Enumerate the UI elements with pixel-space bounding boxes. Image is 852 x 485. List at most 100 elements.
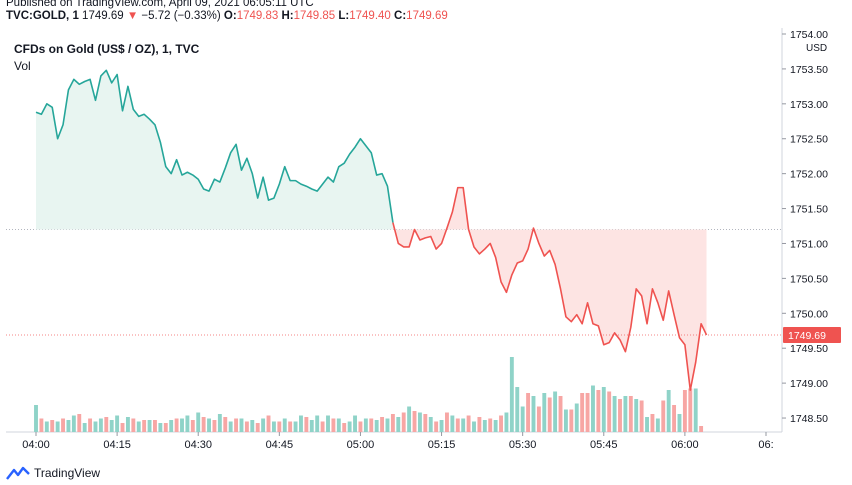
volume-bar — [591, 385, 595, 432]
volume-bar — [466, 415, 471, 432]
volume-bar — [223, 417, 228, 432]
high-label: H: — [281, 10, 294, 22]
volume-bar — [44, 421, 49, 432]
quote-bar: TVC:GOLD, 1 1749.69 ▼ −5.72 (−0.33%) O:1… — [6, 10, 448, 22]
volume-bar — [461, 418, 466, 432]
volume-bar — [596, 390, 601, 432]
series-title: CFDs on Gold (US$ / OZ), 1, TVC — [14, 42, 200, 56]
volume-bar — [61, 418, 65, 432]
volume-bar — [82, 423, 87, 432]
volume-bar — [417, 412, 422, 432]
volume-bar — [509, 357, 514, 432]
volume-bar — [336, 418, 341, 432]
volume-bar — [120, 423, 125, 432]
volume-bar — [39, 418, 44, 432]
volume-bar — [207, 418, 211, 432]
x-tick-label: 05:45 — [590, 439, 618, 451]
volume-bar — [98, 418, 103, 432]
y-tick-label: 1749.50 — [790, 343, 828, 355]
price-line-down — [392, 186, 708, 391]
volume-bar — [163, 423, 168, 432]
last-price: 1749.69 — [82, 10, 124, 22]
x-tick-label: 05:15 — [428, 439, 456, 451]
volume-bar — [299, 415, 303, 432]
volume-bar — [282, 418, 287, 432]
volume-bar — [499, 415, 503, 432]
volume-bar — [201, 417, 206, 432]
volume-bar — [455, 418, 460, 432]
volume-bar — [271, 421, 276, 432]
volume-bar — [115, 415, 120, 432]
volume-bar — [439, 420, 444, 432]
volume-bar — [190, 420, 195, 432]
volume-bar — [639, 400, 644, 432]
volume-bar — [228, 421, 233, 432]
volume-bar — [563, 409, 568, 432]
price-chart[interactable]: 1754.00 1753.50 1753.00 1752.50 1752.00 1751.… — [6, 28, 846, 458]
volume-bar — [55, 421, 60, 432]
volume-bar — [547, 397, 552, 432]
volume-bar — [353, 415, 357, 432]
volume-bar — [482, 420, 487, 432]
volume-bar — [504, 412, 509, 432]
y-tick-label: 1752.50 — [790, 134, 828, 146]
volume-bar — [125, 417, 130, 432]
volume-bar — [526, 393, 531, 432]
volume-bar — [136, 421, 141, 432]
y-tick-label: 1751.00 — [790, 238, 828, 250]
volume-bar — [169, 420, 174, 432]
volume-bar — [688, 388, 693, 432]
volume-bar — [650, 414, 655, 432]
footer-brand[interactable]: TradingView — [6, 466, 100, 480]
volume-bar — [493, 420, 498, 432]
volume-bar — [331, 418, 336, 432]
close-label: C: — [394, 10, 407, 22]
tradingview-logo-icon — [6, 466, 30, 480]
volume-bar — [369, 418, 374, 432]
area-fill-down — [392, 187, 707, 391]
chart-frame[interactable]: 1754.00 1753.50 1753.00 1752.50 1752.00 1751.… — [6, 28, 846, 458]
volume-bar — [363, 418, 368, 432]
volume-bar — [158, 423, 163, 432]
volume-bar — [358, 421, 363, 432]
volume-bar — [109, 420, 114, 432]
volume-bar — [428, 417, 433, 432]
volume-bar — [217, 414, 222, 432]
last-price-badge — [783, 326, 841, 343]
volume-bar — [412, 411, 417, 432]
volume-bar — [401, 412, 406, 432]
volume-bar — [553, 391, 558, 432]
volume-bar — [347, 421, 352, 432]
volume-bar — [88, 418, 93, 432]
y-tick-label: 1754.00 — [790, 29, 828, 41]
volume-bar — [623, 396, 628, 432]
volume-bar — [71, 415, 76, 432]
volume-bar — [34, 405, 38, 432]
volume-bar — [601, 387, 606, 432]
volume-bar — [320, 421, 325, 432]
change-value: −5.72 (−0.33%) — [141, 10, 221, 22]
x-tick-label: 06:00 — [671, 439, 699, 451]
high-value: 1749.85 — [293, 10, 336, 22]
volume-bar — [666, 390, 671, 432]
volume-bar — [520, 406, 525, 432]
volume-bar — [618, 399, 622, 432]
volume-bar — [304, 417, 309, 432]
volume-bar — [450, 415, 455, 432]
volume-bar — [390, 414, 395, 432]
volume-bar — [180, 418, 184, 432]
volume-bar — [607, 391, 612, 432]
volume-bar — [342, 423, 347, 432]
volume-bar — [682, 390, 687, 432]
price-line-up — [35, 69, 394, 223]
volume-bar — [250, 420, 255, 432]
volume-bar — [66, 420, 71, 432]
volume-bar — [266, 415, 271, 432]
volume-bar — [536, 406, 541, 432]
volume-bar — [542, 393, 547, 432]
open-value: 1749.83 — [236, 10, 279, 22]
open-label: O: — [223, 10, 237, 22]
volume-bar — [580, 393, 585, 432]
volume-bar — [634, 399, 639, 432]
y-tick-label: 1751.50 — [790, 204, 828, 216]
